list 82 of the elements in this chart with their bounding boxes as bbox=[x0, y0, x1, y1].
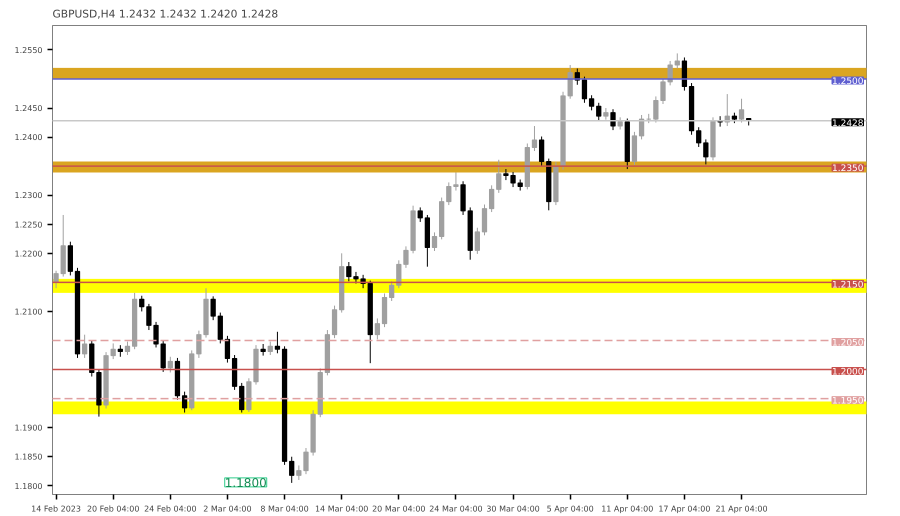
candlestick bbox=[303, 448, 309, 475]
candlestick bbox=[268, 341, 273, 356]
x-tick-label: 20 Mar 04:00 bbox=[372, 504, 426, 514]
x-tick-label: 17 Apr 04:00 bbox=[658, 504, 711, 514]
y-tick-label: 1.2450 bbox=[14, 104, 43, 114]
candlestick bbox=[346, 262, 352, 282]
x-tick-label: 8 Mar 04:00 bbox=[260, 504, 309, 514]
candlestick bbox=[538, 136, 544, 166]
candlestick bbox=[432, 232, 438, 252]
candlestick bbox=[82, 334, 88, 358]
y-tick-label: 1.2550 bbox=[14, 46, 43, 55]
candlestick bbox=[674, 52, 680, 70]
x-tick-label: 11 Apr 04:00 bbox=[601, 504, 654, 514]
y-tick-label: 1.2250 bbox=[14, 220, 43, 230]
candlestick bbox=[110, 342, 116, 360]
y-tick-label: 1.1850 bbox=[14, 452, 43, 462]
candlestick bbox=[118, 344, 123, 358]
y-tick-label: 1.2100 bbox=[14, 307, 43, 316]
candlestick bbox=[353, 271, 359, 284]
y-tick-label: 1.1800 bbox=[14, 482, 43, 491]
ref-line-label: 1.2500 bbox=[832, 76, 864, 87]
candlestick bbox=[488, 184, 494, 213]
candlestick bbox=[703, 138, 708, 165]
candlestick bbox=[160, 340, 166, 372]
x-tick-label: 24 Feb 04:00 bbox=[144, 504, 197, 514]
candlestick bbox=[153, 321, 159, 348]
candlestick bbox=[738, 98, 744, 124]
candlestick bbox=[568, 64, 573, 100]
x-tick-label: 2 Mar 04:00 bbox=[203, 504, 252, 514]
x-tick-label: 14 Mar 04:00 bbox=[314, 504, 368, 514]
candlestick bbox=[446, 182, 452, 206]
candlestick bbox=[653, 96, 658, 124]
x-tick-label: 20 Feb 04:00 bbox=[86, 504, 140, 514]
y-tick-label: 1.2300 bbox=[14, 191, 43, 200]
ref-line-label: 1.2150 bbox=[832, 280, 864, 290]
candlestick bbox=[618, 116, 623, 130]
candlestick bbox=[182, 391, 188, 414]
candlestick bbox=[146, 303, 152, 331]
x-tick-label: 14 Feb 2023 bbox=[31, 504, 81, 514]
candlestick bbox=[518, 179, 523, 192]
ref-line-label: 1.1950 bbox=[832, 396, 864, 407]
ref-line-label: 1.2000 bbox=[832, 368, 864, 378]
x-tick-label: 21 Apr 04:00 bbox=[715, 504, 768, 514]
candlestick bbox=[660, 77, 666, 104]
candlestick bbox=[474, 227, 480, 254]
candlestick bbox=[224, 335, 230, 364]
candlestick bbox=[218, 312, 223, 344]
candlestick bbox=[296, 464, 302, 480]
annotation: 1.1800 bbox=[224, 476, 267, 490]
candlestick bbox=[403, 246, 409, 268]
candlestick bbox=[510, 171, 516, 188]
candlestick bbox=[482, 204, 488, 236]
candlestick bbox=[596, 102, 602, 121]
chart-title: GBPUSD,H4 1.2432 1.2432 1.2420 1.2428 bbox=[52, 8, 278, 20]
candlestick bbox=[582, 76, 588, 104]
x-tick-label: 30 Mar 04:00 bbox=[486, 504, 540, 514]
candlestick bbox=[503, 168, 509, 181]
candlestick bbox=[139, 295, 144, 312]
ref-line-label: 1.2428 bbox=[832, 118, 864, 129]
candlestick bbox=[532, 126, 538, 152]
ref-line-label: 1.2350 bbox=[832, 164, 864, 174]
candlestick bbox=[418, 206, 423, 222]
candlestick bbox=[374, 318, 380, 340]
ref-line-label: 1.2050 bbox=[832, 338, 864, 348]
y-tick-label: 1.2200 bbox=[14, 249, 43, 258]
candlestick bbox=[210, 296, 216, 321]
candlestick bbox=[668, 60, 673, 86]
x-tick-label: 5 Apr 04:00 bbox=[546, 504, 594, 514]
candlestick bbox=[239, 382, 244, 414]
candlestick bbox=[260, 343, 266, 356]
candlestick bbox=[603, 108, 609, 120]
candlestick bbox=[496, 159, 502, 194]
candlestick bbox=[588, 94, 594, 111]
candlestick bbox=[696, 126, 702, 148]
candlestick bbox=[289, 456, 294, 484]
x-tick-label: 24 Mar 04:00 bbox=[429, 504, 483, 514]
y-tick-label: 1.2400 bbox=[14, 133, 43, 142]
candlestick bbox=[453, 172, 459, 192]
candlestick bbox=[124, 341, 130, 356]
candlestick bbox=[732, 112, 738, 124]
candlestick bbox=[168, 356, 173, 373]
y-tick-label: 1.1900 bbox=[14, 424, 43, 433]
